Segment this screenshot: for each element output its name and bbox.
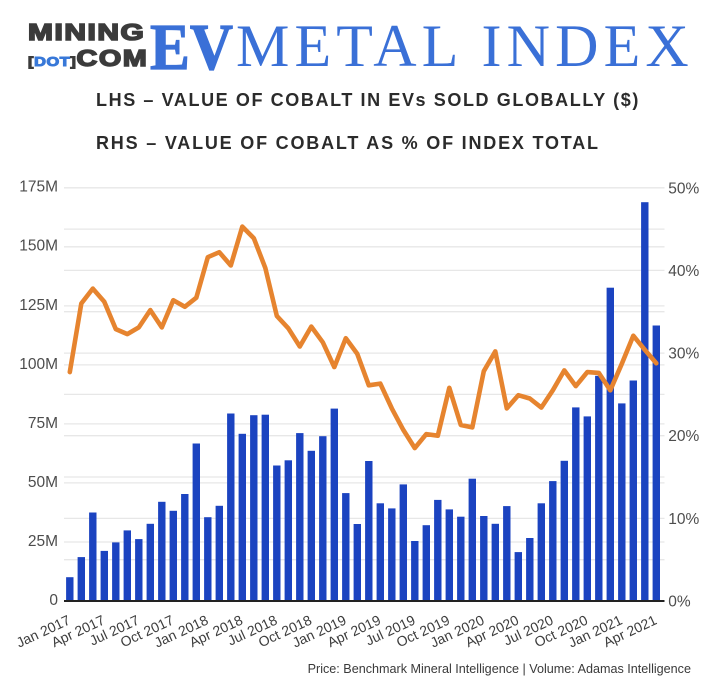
svg-text:40%: 40% <box>668 263 699 280</box>
svg-text:30%: 30% <box>668 346 699 363</box>
svg-text:100M: 100M <box>19 356 58 373</box>
svg-text:175M: 175M <box>19 179 58 196</box>
svg-text:20%: 20% <box>668 428 699 445</box>
svg-text:Price: Benchmark Mineral Intel: Price: Benchmark Mineral Intelligence | … <box>308 662 691 676</box>
svg-text:150M: 150M <box>19 238 58 255</box>
svg-text:0: 0 <box>49 592 58 609</box>
svg-text:75M: 75M <box>28 415 58 432</box>
svg-text:50%: 50% <box>668 180 699 197</box>
svg-text:10%: 10% <box>668 511 699 528</box>
svg-text:125M: 125M <box>19 297 58 314</box>
svg-text:50M: 50M <box>28 474 58 491</box>
svg-text:25M: 25M <box>28 533 58 550</box>
svg-text:0%: 0% <box>668 594 691 611</box>
